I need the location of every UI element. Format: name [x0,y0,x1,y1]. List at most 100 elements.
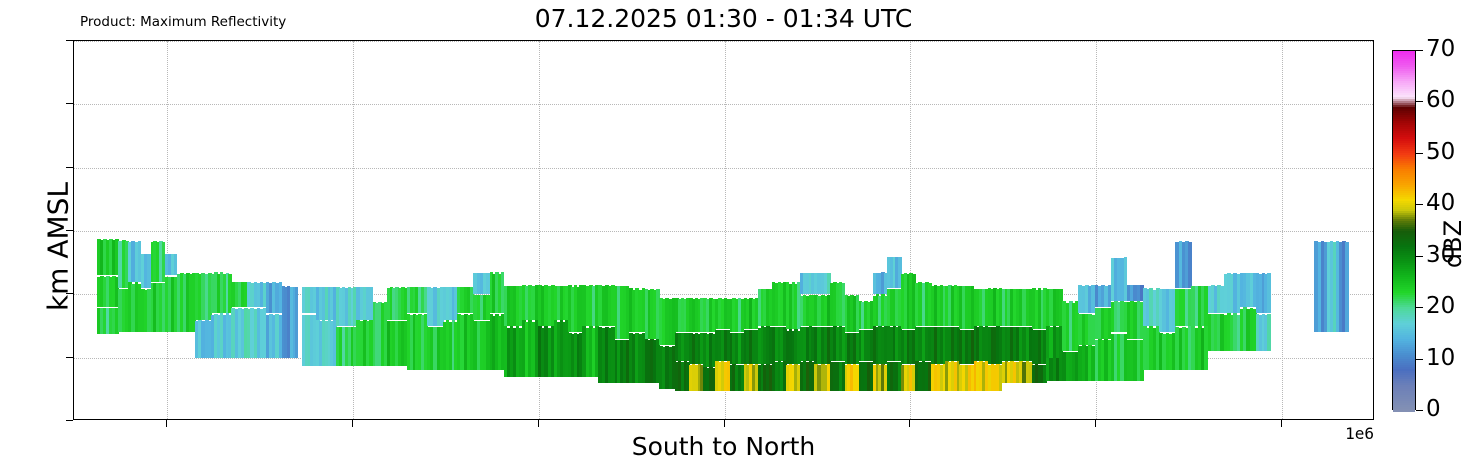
reflectivity-cell [948,362,952,391]
colorbar-segment [1393,345,1415,348]
reflectivity-cell [573,332,578,377]
reflectivity-cell [463,286,468,314]
reflectivity-cell [191,272,196,333]
reflectivity-cell [1136,284,1141,301]
reflectivity-cell [268,282,273,314]
reflectivity-cell [1126,285,1131,301]
reflectivity-cell [131,283,136,333]
colorbar-segment [1393,253,1415,256]
reflectivity-cell [1104,285,1109,307]
reflectivity-cell [1191,326,1196,371]
reflectivity-cell [861,329,865,361]
colorbar-segment [1393,173,1415,176]
colorbar-segment [1393,59,1415,62]
reflectivity-cell [492,315,496,371]
reflectivity-cell [697,298,702,333]
reflectivity-cell [993,288,997,326]
reflectivity-cell [415,315,419,371]
colorbar-segment [1393,381,1415,384]
reflectivity-cell [912,330,916,364]
reflectivity-cell [173,277,178,333]
reflectivity-cell [292,286,296,358]
reflectivity-cell [712,368,716,391]
colorbar-segment [1393,375,1415,378]
reflectivity-cell [1162,289,1167,333]
reflectivity-cell [324,287,329,320]
reflectivity-cell [1007,361,1011,383]
colorbar-segment [1393,57,1415,60]
reflectivity-cell [421,286,425,314]
reflectivity-cell [1320,241,1325,333]
reflectivity-cell [336,327,340,366]
colorbar-segment [1393,237,1415,240]
reflectivity-cell [131,240,136,282]
reflectivity-cell [1004,326,1009,361]
reflectivity-cell [802,272,807,295]
reflectivity-cell [179,272,184,333]
colorbar-segment [1393,357,1415,360]
colorbar-segment [1393,397,1415,400]
reflectivity-cell [418,287,422,314]
reflectivity-cell [506,327,511,377]
reflectivity-cell [915,283,919,326]
reflectivity-cell [153,240,157,282]
reflectivity-cell [900,329,905,364]
reflectivity-cell [811,295,815,326]
reflectivity-cell [278,282,283,314]
reflectivity-cell [752,298,756,330]
colorbar-segment [1393,131,1415,134]
reflectivity-cell [409,286,414,314]
reflectivity-cell [500,313,505,371]
reflectivity-cell [844,333,848,364]
reflectivity-cell [433,286,438,326]
reflectivity-cell [820,364,825,391]
reflectivity-cell [830,361,834,391]
colorbar-segment [1393,55,1415,58]
colorbar-segment [1393,81,1415,84]
reflectivity-cell [219,272,224,314]
colorbar-segment [1393,157,1415,160]
reflectivity-cell [1040,329,1044,364]
reflectivity-cell [333,320,337,366]
reflectivity-cell [1068,300,1073,352]
reflectivity-cell [689,364,693,391]
reflectivity-cell [903,330,908,364]
y-tick-mark [66,420,73,421]
reflectivity-cell [1123,301,1128,333]
reflectivity-cell [125,240,130,288]
reflectivity-cell [694,298,699,333]
colorbar-segment [1393,297,1415,300]
reflectivity-cell [412,287,417,314]
y-axis-label: km AMSL [41,181,75,312]
reflectivity-cell [749,330,753,364]
reflectivity-cell [457,286,462,314]
reflectivity-cell [861,301,865,330]
colorbar-segment [1393,343,1415,346]
reflectivity-cell [852,364,857,391]
reflectivity-cell [675,361,679,391]
reflectivity-cell [855,333,860,364]
reflectivity-cell [386,287,391,320]
reflectivity-cell [495,272,499,314]
reflectivity-cell [588,326,593,377]
reflectivity-cell [1338,241,1343,333]
reflectivity-cell [207,272,212,320]
reflectivity-cell [164,253,169,276]
reflectivity-cell [1091,346,1096,382]
reflectivity-cell [638,334,643,383]
reflectivity-cell [970,286,975,330]
reflectivity-cell [884,326,888,364]
reflectivity-cell [460,287,465,314]
reflectivity-cell [909,272,913,330]
reflectivity-cell [1081,313,1086,345]
reflectivity-cell [805,361,810,391]
reflectivity-cell [562,321,566,377]
reflectivity-cell [443,321,447,371]
colorbar-segment [1393,75,1415,78]
reflectivity-cell [1040,289,1044,330]
reflectivity-cell [658,298,663,345]
colorbar-segment [1393,227,1415,230]
reflectivity-cell [1104,308,1109,339]
reflectivity-column [176,41,196,419]
reflectivity-cell [680,361,685,391]
